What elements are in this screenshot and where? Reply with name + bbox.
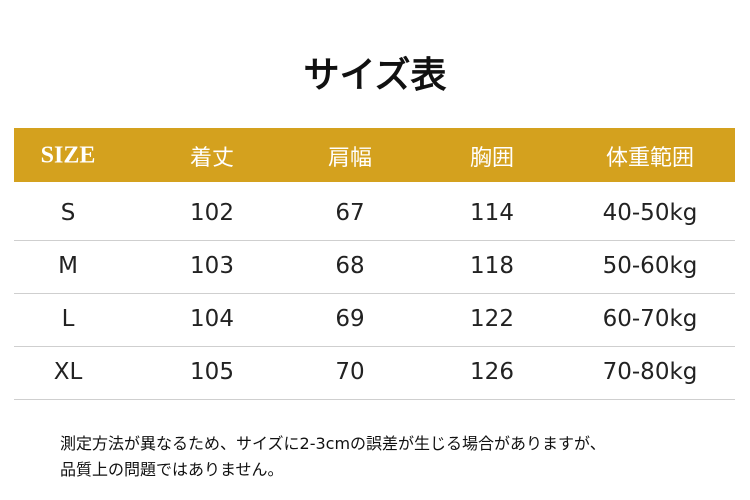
table-cell: 70-80kg: [602, 359, 698, 385]
table-cell: 104: [190, 306, 234, 332]
column-header: 着丈: [189, 146, 235, 171]
note-line: 測定方法が異なるため、サイズに2-3cmの誤差が生じる場合がありますが、: [60, 434, 606, 453]
row-separator: [14, 346, 735, 347]
row-separator: [14, 293, 735, 294]
table-cell: 60-70kg: [602, 306, 698, 332]
row-separator: [14, 240, 735, 241]
table-cell: 126: [470, 359, 514, 385]
table-cell: 40-50kg: [602, 200, 698, 226]
size-label: L: [61, 306, 75, 332]
table-cell: 122: [470, 306, 514, 332]
table-cell: 70: [335, 359, 365, 385]
table-cell: 105: [190, 359, 234, 385]
table-cell: 50-60kg: [602, 253, 698, 279]
table-cell: 68: [335, 253, 365, 279]
column-header: 胸囲: [469, 146, 515, 171]
title: サイズ表: [303, 55, 447, 96]
table-cell: 114: [470, 200, 514, 226]
size-label: S: [60, 200, 76, 226]
table-cell: 69: [335, 306, 365, 332]
table-cell: 102: [190, 200, 234, 226]
header-band: [14, 128, 735, 182]
table-cell: 103: [190, 253, 234, 279]
column-header: 肩幅: [327, 146, 373, 171]
size-label: M: [58, 253, 78, 279]
column-header: 体重範囲: [605, 146, 695, 171]
table-cell: 67: [335, 200, 365, 226]
size-label: XL: [53, 359, 83, 385]
column-header: SIZE: [40, 142, 96, 169]
row-separator: [14, 399, 735, 400]
table-cell: 118: [470, 253, 514, 279]
note-line: 品質上の問題ではありません。: [60, 460, 284, 479]
